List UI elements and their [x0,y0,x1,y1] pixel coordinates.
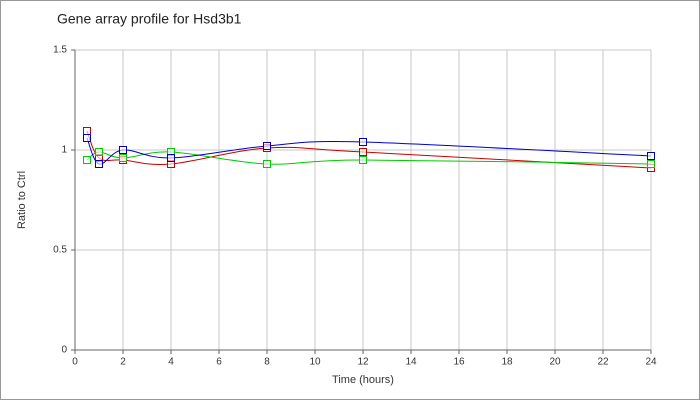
x-tick-label: 0 [72,357,78,368]
y-axis-label: Ratio to Ctrl [16,171,28,229]
y-tick-label: 1 [61,145,67,156]
x-tick-label: 4 [168,357,174,368]
x-tick-label: 22 [597,357,609,368]
point-marker [359,156,367,164]
point-marker [83,156,91,164]
point-marker [83,134,91,142]
y-tick-label: 0.5 [53,245,67,256]
x-tick-label: 6 [216,357,222,368]
x-tick-label: 8 [264,357,270,368]
y-tick-label: 0 [61,345,67,356]
point-marker [263,160,271,168]
point-marker [263,142,271,150]
point-marker [119,154,127,162]
point-marker [167,154,175,162]
point-marker [95,160,103,168]
x-tick-label: 24 [645,357,657,368]
point-marker [647,152,655,160]
point-marker [83,127,91,135]
x-tick-label: 16 [453,357,465,368]
chart-title: Gene array profile for Hsd3b1 [57,11,242,27]
x-axis-label: Time (hours) [332,374,394,386]
x-tick-label: 14 [405,357,417,368]
x-tick-label: 18 [501,357,513,368]
point-marker [359,148,367,156]
x-tick-label: 2 [120,357,126,368]
x-tick-label: 10 [309,357,321,368]
point-marker [647,160,655,168]
x-tick-label: 20 [549,357,561,368]
point-marker [95,148,103,156]
point-marker [359,138,367,146]
x-tick-label: 12 [357,357,369,368]
y-tick-label: 1.5 [53,45,67,56]
point-marker [119,146,127,154]
